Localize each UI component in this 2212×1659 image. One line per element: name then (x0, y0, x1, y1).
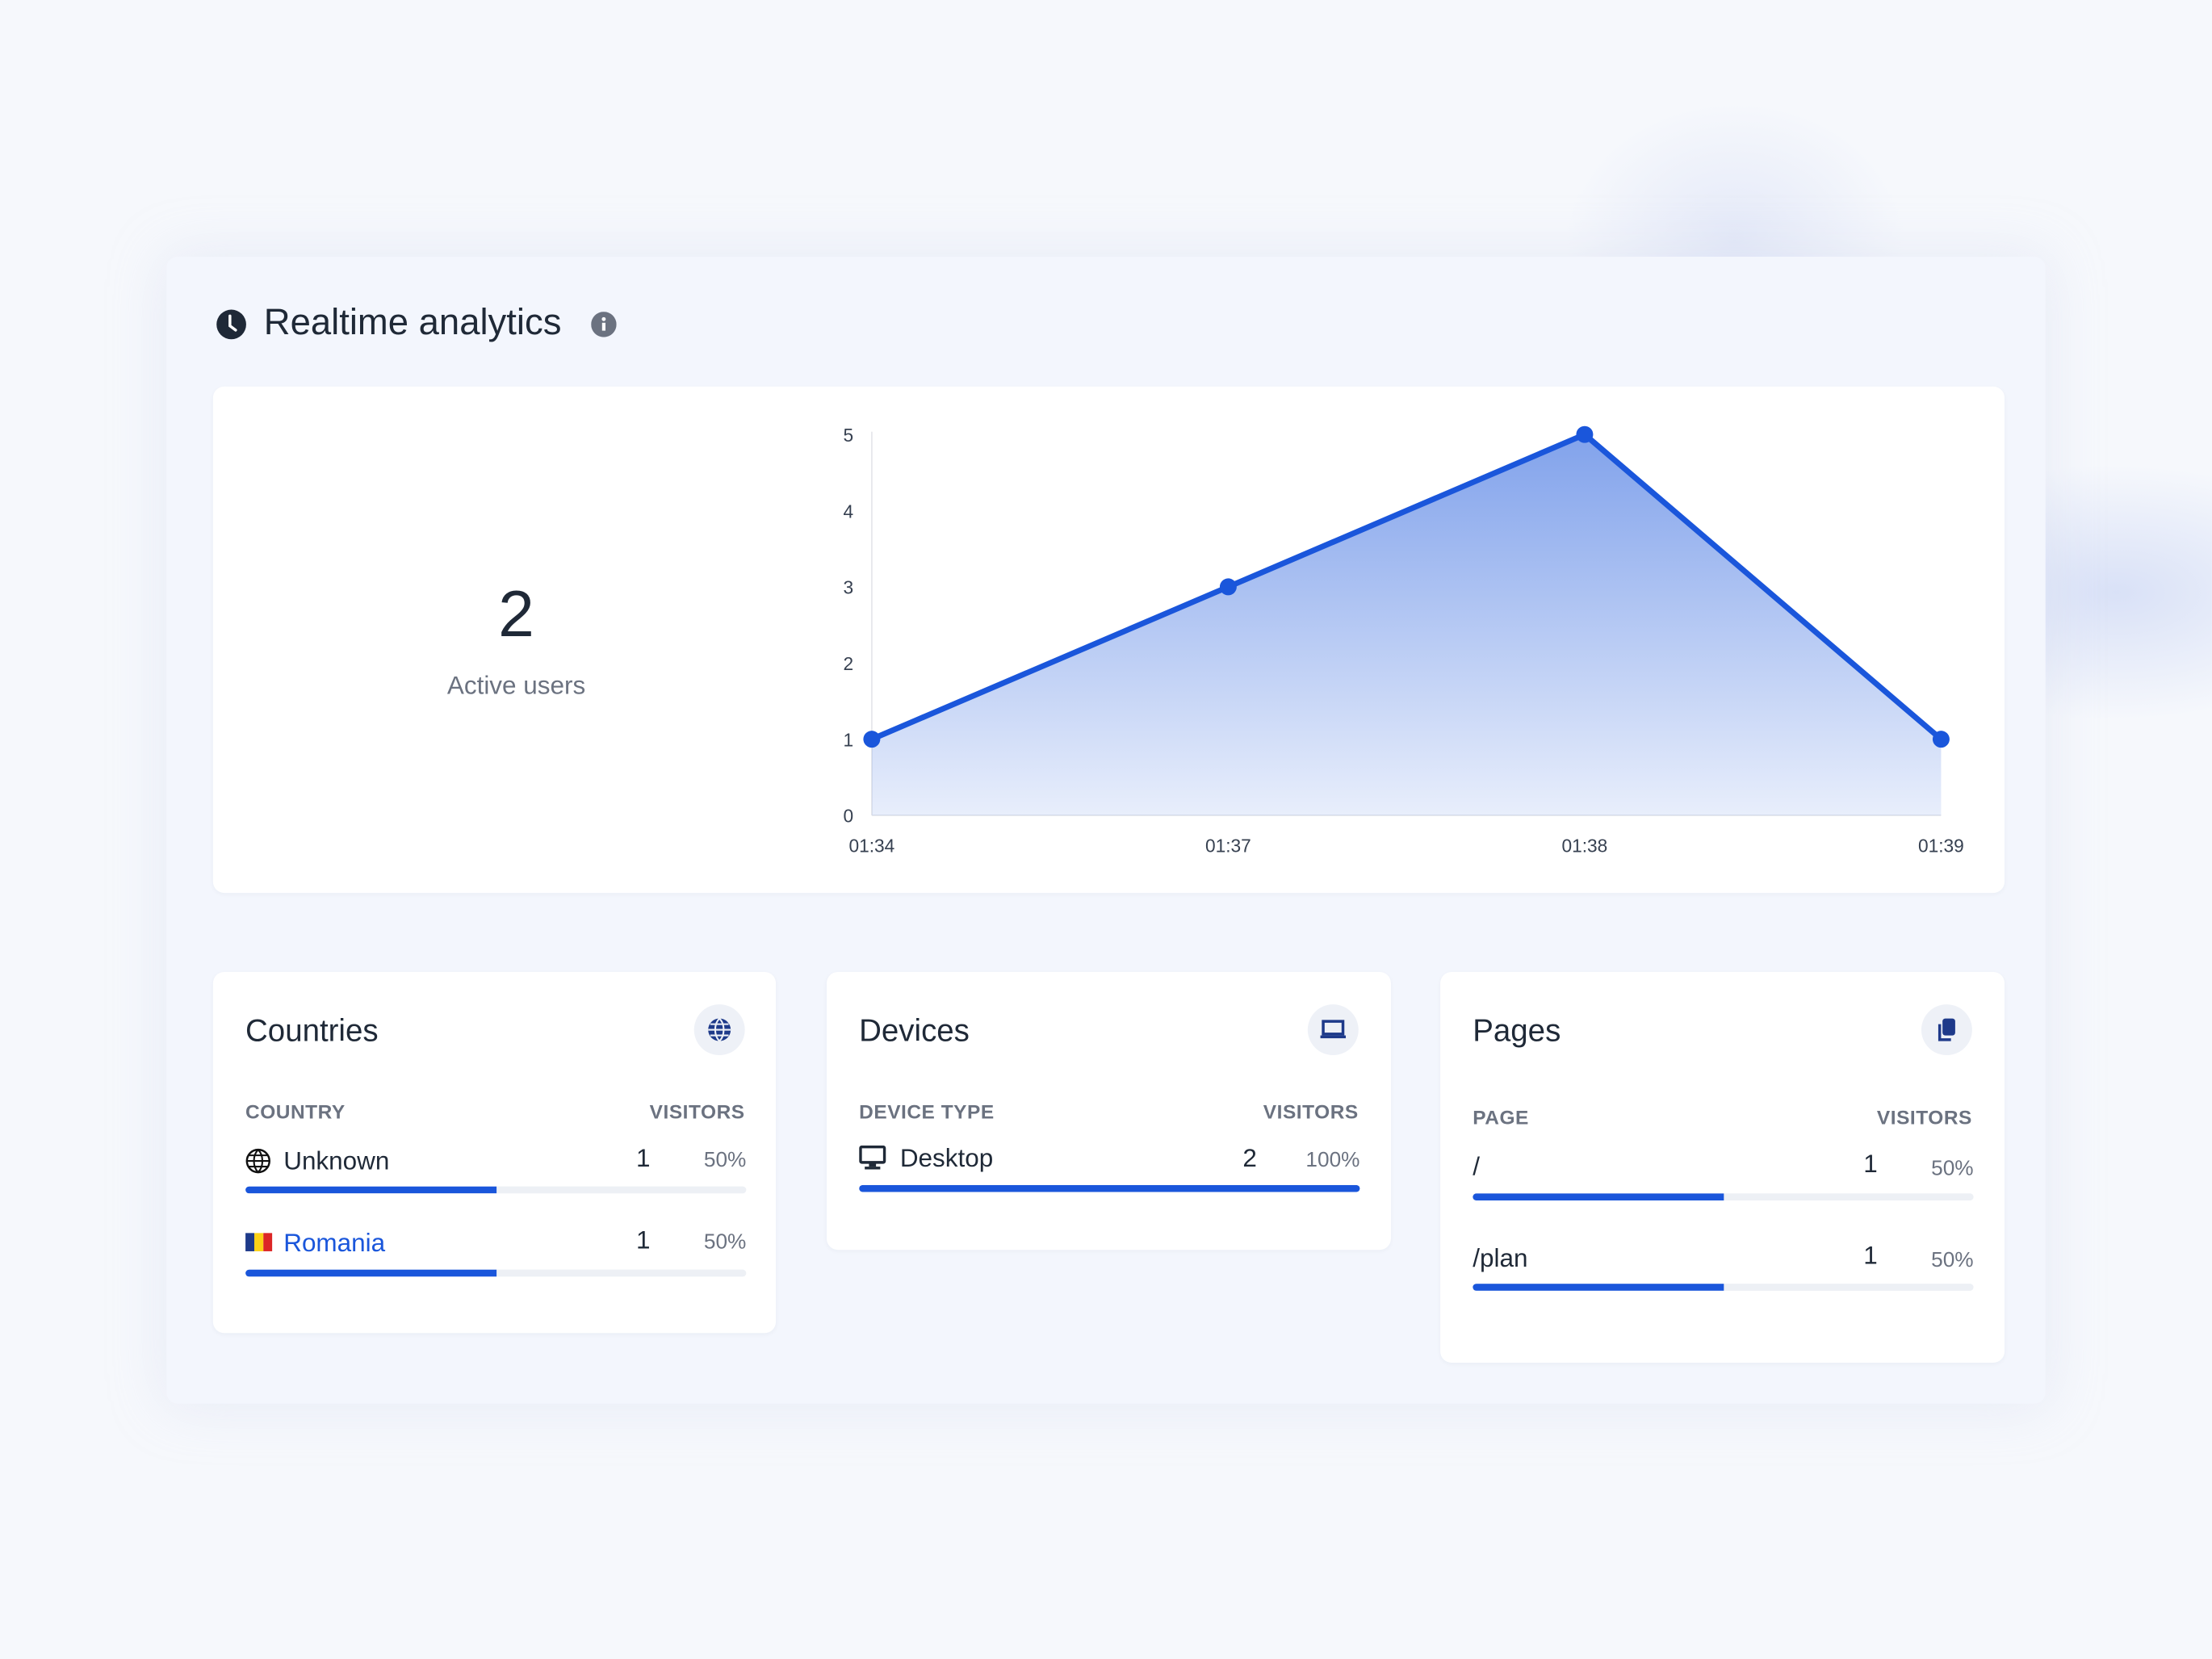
visitors-column-header: VISITORS (1263, 1100, 1359, 1123)
visitors-column-header: VISITORS (649, 1100, 745, 1123)
x-tick-label: 01:34 (848, 835, 894, 856)
devices-card: Devices DEVICE TYPE VISITORS Desktop 2 1… (826, 971, 1391, 1251)
visitor-count: 1 (1863, 1241, 1878, 1270)
y-tick-label: 1 (844, 729, 854, 750)
visitor-count: 2 (1242, 1144, 1257, 1173)
visitor-count: 1 (636, 1144, 651, 1173)
share-bar-fill (859, 1184, 1360, 1192)
devices-title: Devices (859, 1012, 970, 1049)
visitor-percent: 50% (703, 1148, 747, 1173)
countries-title: Countries (245, 1012, 379, 1049)
y-tick-label: 4 (844, 501, 854, 522)
data-point[interactable] (1219, 578, 1237, 596)
visitor-count: 1 (1863, 1150, 1878, 1179)
table-row: Desktop 2 100% (859, 1144, 1360, 1200)
x-tick-label: 01:39 (1918, 835, 1964, 856)
share-bar (859, 1184, 1360, 1192)
visitors-column-header: VISITORS (1876, 1105, 1972, 1129)
visitor-percent: 50% (1931, 1248, 1974, 1273)
country-label: Unknown (283, 1146, 390, 1175)
desktop-icon (859, 1145, 886, 1170)
countries-card: Countries COUNTRY VISITORS Unknown 1 50%… (212, 971, 777, 1334)
y-tick-label: 3 (844, 577, 854, 598)
share-bar-fill (1473, 1193, 1724, 1201)
visitor-count: 1 (636, 1225, 651, 1255)
share-bar-fill (245, 1269, 496, 1277)
pages-title: Pages (1473, 1012, 1561, 1049)
page-label: /plan (1473, 1244, 1528, 1273)
data-point[interactable] (863, 731, 881, 748)
table-row: / 1 50% (1473, 1150, 1974, 1209)
visitor-percent: 50% (1931, 1156, 1974, 1181)
active-users-chart: 0 1 2 3 4 5 01:34 01:37 01:38 01:39 (844, 425, 1964, 856)
y-tick-label: 0 (844, 806, 854, 827)
table-row: Unknown 1 50% (245, 1144, 747, 1204)
x-tick-label: 01:38 (1561, 835, 1607, 856)
share-bar-fill (245, 1186, 496, 1194)
share-bar (245, 1269, 747, 1277)
active-users-count: 2 (498, 576, 534, 651)
country-column-header: COUNTRY (245, 1100, 346, 1123)
pages-icon-button[interactable] (1921, 1004, 1972, 1056)
y-tick-label: 5 (844, 425, 854, 446)
devices-icon-button[interactable] (1307, 1004, 1359, 1056)
data-point[interactable] (1576, 425, 1594, 443)
globe-outline-icon (245, 1148, 270, 1174)
info-icon[interactable] (591, 312, 617, 337)
page-title: Realtime analytics (263, 300, 562, 343)
device-label: Desktop (899, 1144, 994, 1173)
y-tick-label: 2 (844, 653, 854, 674)
series-line (870, 431, 1943, 742)
share-bar (245, 1186, 747, 1194)
countries-icon-button[interactable] (693, 1004, 745, 1056)
romania-flag-icon (245, 1233, 273, 1251)
share-bar (1473, 1284, 1974, 1291)
active-users-label: Active users (446, 671, 586, 700)
country-link[interactable]: Romania (283, 1228, 386, 1257)
pages-card: Pages PAGE VISITORS / 1 50% /plan 1 50% (1440, 971, 2005, 1363)
table-row: Romania 1 50% (245, 1225, 747, 1285)
globe-icon (708, 1017, 731, 1042)
copy-icon (1938, 1018, 1955, 1041)
share-bar (1473, 1193, 1974, 1201)
visitor-percent: 100% (1305, 1148, 1360, 1173)
x-tick-label: 01:37 (1205, 835, 1251, 856)
visitor-percent: 50% (703, 1230, 747, 1255)
device-type-column-header: DEVICE TYPE (859, 1100, 995, 1123)
data-point[interactable] (1932, 731, 1950, 748)
laptop-icon (1320, 1020, 1347, 1039)
area-fill (871, 434, 1942, 815)
page-column-header: PAGE (1473, 1105, 1529, 1129)
table-row: /plan 1 50% (1473, 1241, 1974, 1301)
page-label: / (1473, 1152, 1481, 1181)
clock-icon (216, 309, 246, 340)
share-bar-fill (1473, 1284, 1724, 1291)
